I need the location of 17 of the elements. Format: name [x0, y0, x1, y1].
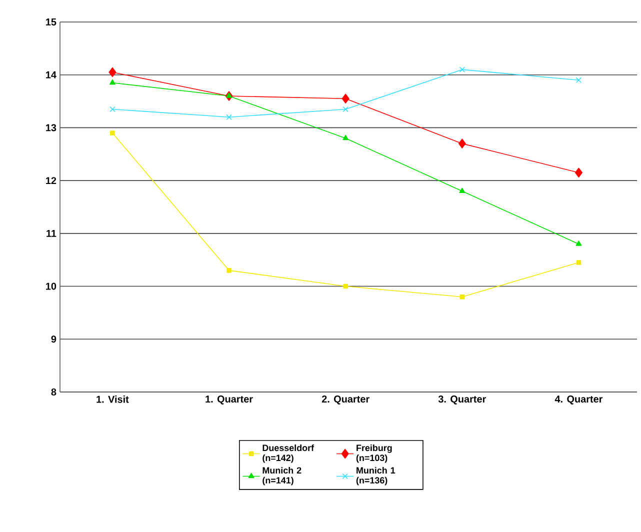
x-tick-label: 1. Quarter	[206, 396, 253, 404]
y-tick-label: 8	[51, 388, 56, 396]
legend-label: Munich 2 (n=141)	[262, 466, 302, 486]
legend-label: Freiburg (n=103)	[356, 444, 392, 463]
x-tick-label: 2. Quarter	[322, 396, 370, 404]
y-tick-label: 10	[46, 282, 56, 290]
y-tick-label: 12	[46, 177, 56, 184]
y-tick-label: 13	[46, 124, 56, 132]
x-tick-label: 1. Visit	[96, 396, 129, 403]
x-tick-label: 4. Quarter	[554, 396, 603, 404]
legend-label: Munich 1 (n=136)	[356, 466, 396, 486]
y-tick-label: 9	[51, 336, 56, 343]
legend-label: Duesseldorf (n=142)	[262, 444, 314, 463]
y-tick-label: 15	[46, 18, 56, 26]
x-tick-label: 3. Quarter	[438, 396, 486, 404]
y-tick-label: 14	[46, 71, 56, 78]
y-tick-label: 11	[46, 230, 56, 237]
